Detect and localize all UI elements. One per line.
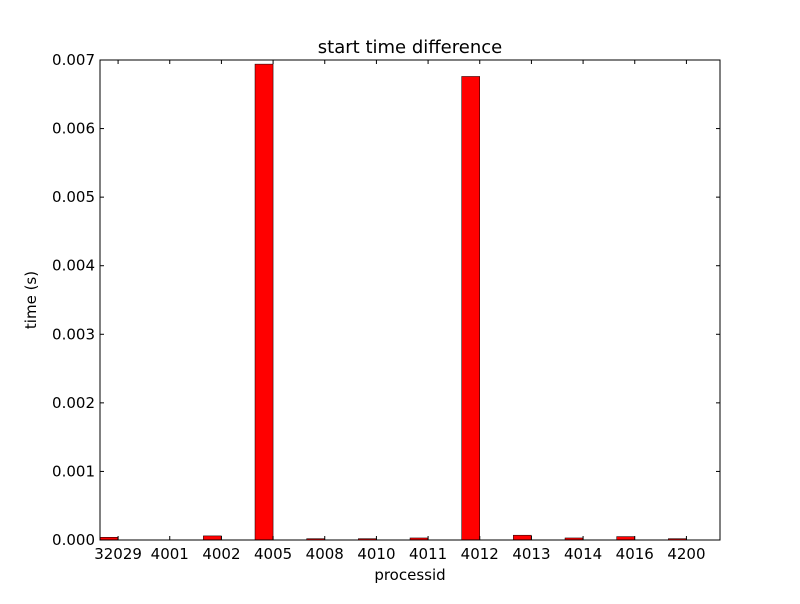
y-axis-label: time (s) bbox=[22, 271, 40, 329]
x-tick-label: 4012 bbox=[461, 545, 499, 563]
x-tick-label: 4200 bbox=[667, 545, 705, 563]
x-tick-label: 4010 bbox=[357, 545, 395, 563]
y-tick-label: 0.003 bbox=[52, 325, 95, 343]
chart-title: start time difference bbox=[318, 37, 502, 58]
x-tick-label: 4001 bbox=[151, 545, 189, 563]
y-tick-label: 0.005 bbox=[52, 188, 95, 206]
x-tick-label: 4008 bbox=[306, 545, 344, 563]
y-tick-label: 0.002 bbox=[52, 394, 95, 412]
y-tick-label: 0.004 bbox=[52, 257, 95, 275]
bar-4012 bbox=[461, 76, 480, 541]
x-tick-label: 4013 bbox=[512, 545, 550, 563]
bar-4005 bbox=[254, 63, 274, 541]
plot-frame bbox=[99, 59, 721, 541]
x-axis-label: processid bbox=[374, 566, 445, 584]
y-tick-label: 0.007 bbox=[52, 51, 95, 69]
y-tick-label: 0.006 bbox=[52, 120, 95, 138]
x-tick-label: 4002 bbox=[202, 545, 240, 563]
x-tick-label: 4014 bbox=[564, 545, 602, 563]
x-tick-label: 4016 bbox=[616, 545, 654, 563]
y-tick-label: 0.000 bbox=[52, 531, 95, 549]
x-tick-label: 4005 bbox=[254, 545, 292, 563]
ticks-layer: 32029 4001 4002 4005 4008 4010 4011 4012 4013 401… bbox=[52, 51, 720, 563]
bar-4016 bbox=[616, 536, 636, 541]
bars-layer bbox=[99, 63, 687, 541]
bar-4013 bbox=[513, 534, 532, 541]
bar-4002 bbox=[203, 535, 222, 541]
x-tick-label: 32029 bbox=[94, 545, 142, 563]
x-tick-label: 4011 bbox=[409, 545, 447, 563]
y-tick-label: 0.001 bbox=[52, 462, 95, 480]
